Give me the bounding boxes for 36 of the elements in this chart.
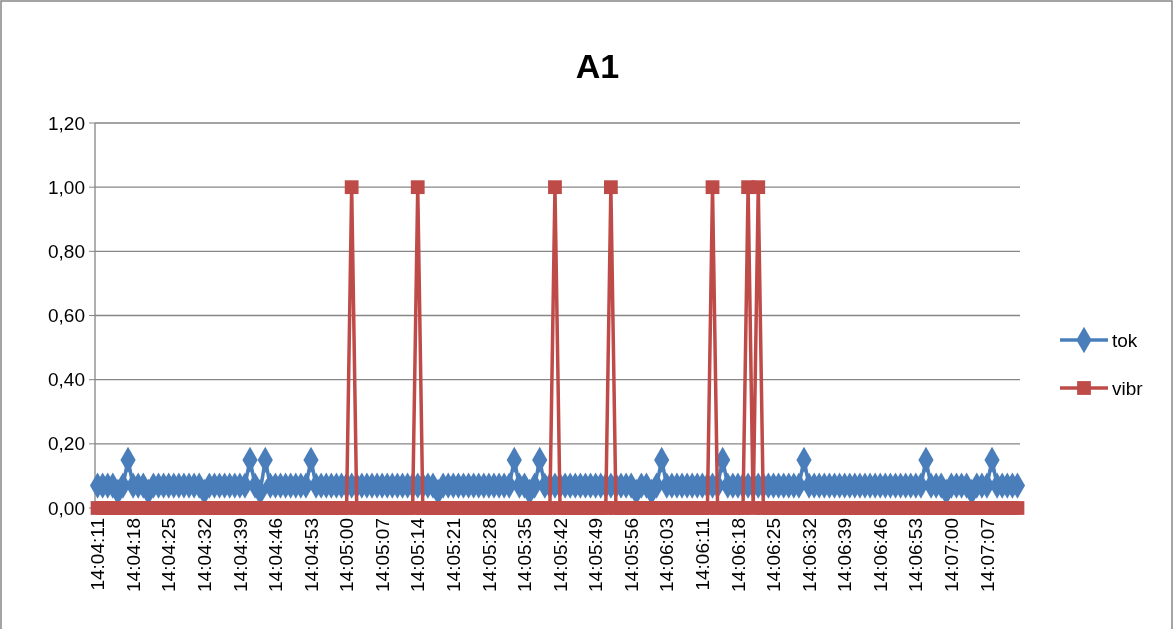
x-tick-label: 14:04:46	[265, 518, 287, 592]
x-tick-label: 14:04:11	[87, 518, 109, 591]
x-tick-label: 14:04:18	[122, 518, 144, 592]
chart-title: A1	[575, 47, 620, 85]
x-tick-label: 14:05:07	[371, 518, 393, 592]
x-tick-label: 14:06:25	[763, 518, 785, 592]
x-tick-label: 14:06:32	[798, 518, 820, 592]
x-tick-label: 14:05:21	[442, 518, 464, 592]
x-tick-label: 14:07:07	[976, 518, 998, 592]
x-tick-label: 14:06:39	[834, 518, 856, 592]
x-tick-label: 14:05:00	[336, 518, 358, 592]
y-tick-label: 0,80	[48, 240, 85, 262]
x-tick-label: 14:05:14	[407, 517, 429, 592]
y-tick-label: 1,00	[48, 176, 85, 198]
y-tick-label: 0,20	[48, 433, 85, 455]
y-tick-label: 1,20	[48, 112, 85, 134]
x-tick-label: 14:04:39	[229, 518, 251, 592]
x-tick-label: 14:06:46	[869, 518, 891, 592]
x-tick-label: 14:07:00	[941, 518, 963, 592]
x-tick-label: 14:05:28	[478, 518, 500, 592]
y-tick-label: 0,00	[48, 497, 85, 519]
x-tick-label: 14:04:25	[158, 518, 180, 592]
x-tick-label: 14:04:32	[193, 518, 215, 592]
x-tick-label: 14:05:56	[620, 518, 642, 592]
x-tick-label: 14:05:42	[549, 518, 571, 592]
legend-label: vibr	[1112, 377, 1144, 399]
y-tick-label: 0,60	[48, 305, 85, 327]
legend-label: tok	[1112, 329, 1138, 351]
x-tick-label: 14:06:53	[905, 518, 927, 592]
x-tick-label: 14:06:18	[727, 518, 749, 592]
x-tick-label: 14:05:35	[514, 518, 536, 592]
x-tick-label: 14:06:11	[692, 518, 713, 591]
x-tick-label: 14:06:03	[656, 518, 678, 592]
x-tick-label: 14:05:49	[585, 518, 607, 592]
y-tick-label: 0,40	[48, 369, 85, 391]
x-tick-label: 14:04:53	[300, 518, 322, 592]
